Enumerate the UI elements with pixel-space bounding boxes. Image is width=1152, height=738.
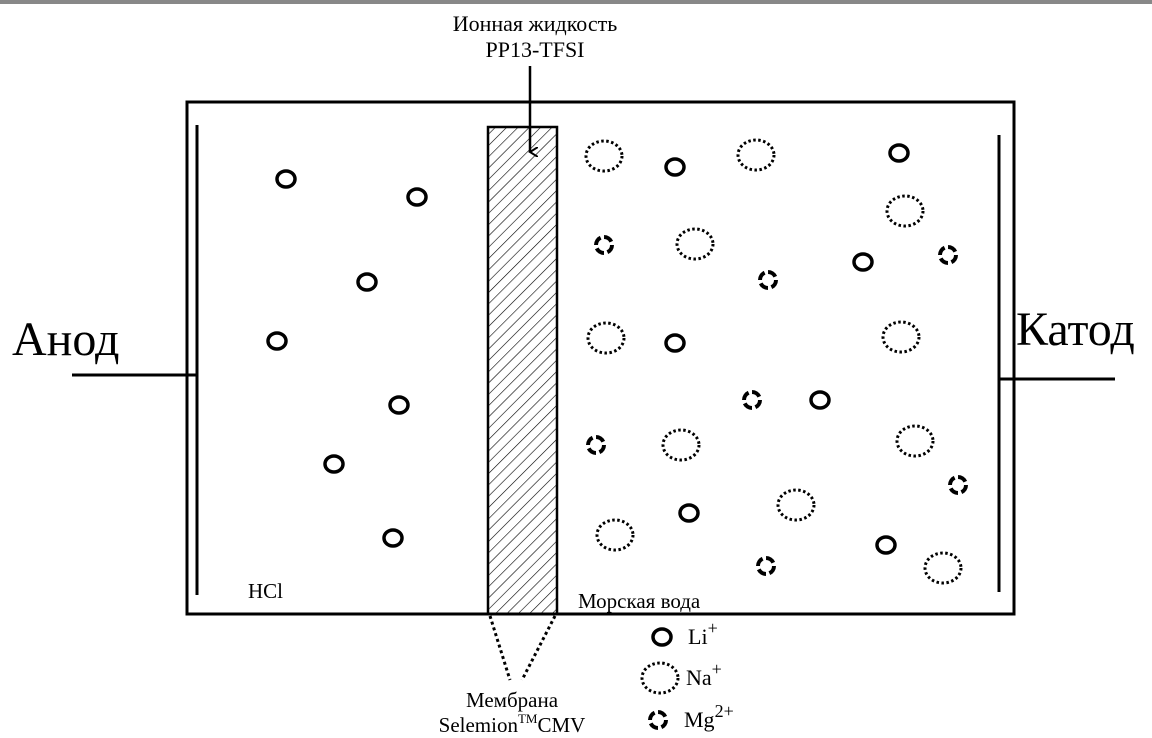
- membrane: [486, 125, 559, 616]
- charge: 2+: [715, 701, 734, 721]
- li-ion: [664, 157, 686, 177]
- li-ion: [875, 535, 897, 555]
- na-ion: [586, 321, 626, 355]
- top-label: PP13-TFSI: [485, 37, 584, 62]
- na-ion: [923, 551, 963, 585]
- na-ion: [675, 227, 715, 261]
- legend-label: Li+: [688, 618, 718, 649]
- anode-label: Анод: [12, 313, 119, 366]
- right-label: Морская вода: [578, 589, 701, 613]
- charge: +: [708, 618, 718, 638]
- top-label: Ионная жидкость: [453, 11, 618, 36]
- na-ion: [661, 428, 701, 462]
- li-ion: [678, 503, 700, 523]
- dotted-arrow: [520, 615, 557, 681]
- ion: Li: [688, 624, 708, 649]
- membrane-name: Selemion: [439, 713, 519, 737]
- li-ion: [356, 272, 378, 292]
- li-ion: [406, 187, 428, 207]
- li-ion: [323, 454, 345, 474]
- membrane-label: SelemionTMCMV: [439, 711, 586, 737]
- left-label: HCl: [248, 579, 283, 603]
- li-ion: [664, 333, 686, 353]
- na-ion: [736, 138, 776, 172]
- li-ion: [888, 143, 910, 163]
- membrane-suffix: CMV: [537, 713, 585, 737]
- li-ion: [275, 169, 297, 189]
- ion: Na: [686, 665, 712, 690]
- top-border: [0, 0, 1152, 4]
- li-ion: [382, 528, 404, 548]
- cathode-label: Катод: [1016, 303, 1135, 356]
- na-ion: [776, 488, 816, 522]
- mg-ion: [756, 556, 776, 576]
- trademark: TM: [518, 711, 538, 726]
- na-ion: [640, 661, 680, 695]
- li-ion: [266, 331, 288, 351]
- li-ion: [852, 252, 874, 272]
- charge: +: [712, 659, 722, 679]
- mg-ion: [742, 390, 762, 410]
- mg-ion: [948, 475, 968, 495]
- mg-ion: [648, 710, 668, 730]
- na-ion: [595, 518, 635, 552]
- li-ion: [809, 390, 831, 410]
- membrane-label: Мембрана: [466, 688, 559, 712]
- mg-ion: [938, 245, 958, 265]
- mg-ion: [594, 235, 614, 255]
- li-ion: [388, 395, 410, 415]
- dotted-arrow: [488, 615, 512, 681]
- ion: Mg: [684, 707, 715, 732]
- li-ion: [651, 627, 673, 647]
- mg-ion: [758, 270, 778, 290]
- legend-label: Mg2+: [684, 701, 734, 732]
- na-ion: [895, 424, 935, 458]
- na-ion: [584, 139, 624, 173]
- na-ion: [885, 194, 925, 228]
- legend-label: Na+: [686, 659, 722, 690]
- cell: [185, 100, 1016, 616]
- na-ion: [881, 320, 921, 354]
- mg-ion: [586, 435, 606, 455]
